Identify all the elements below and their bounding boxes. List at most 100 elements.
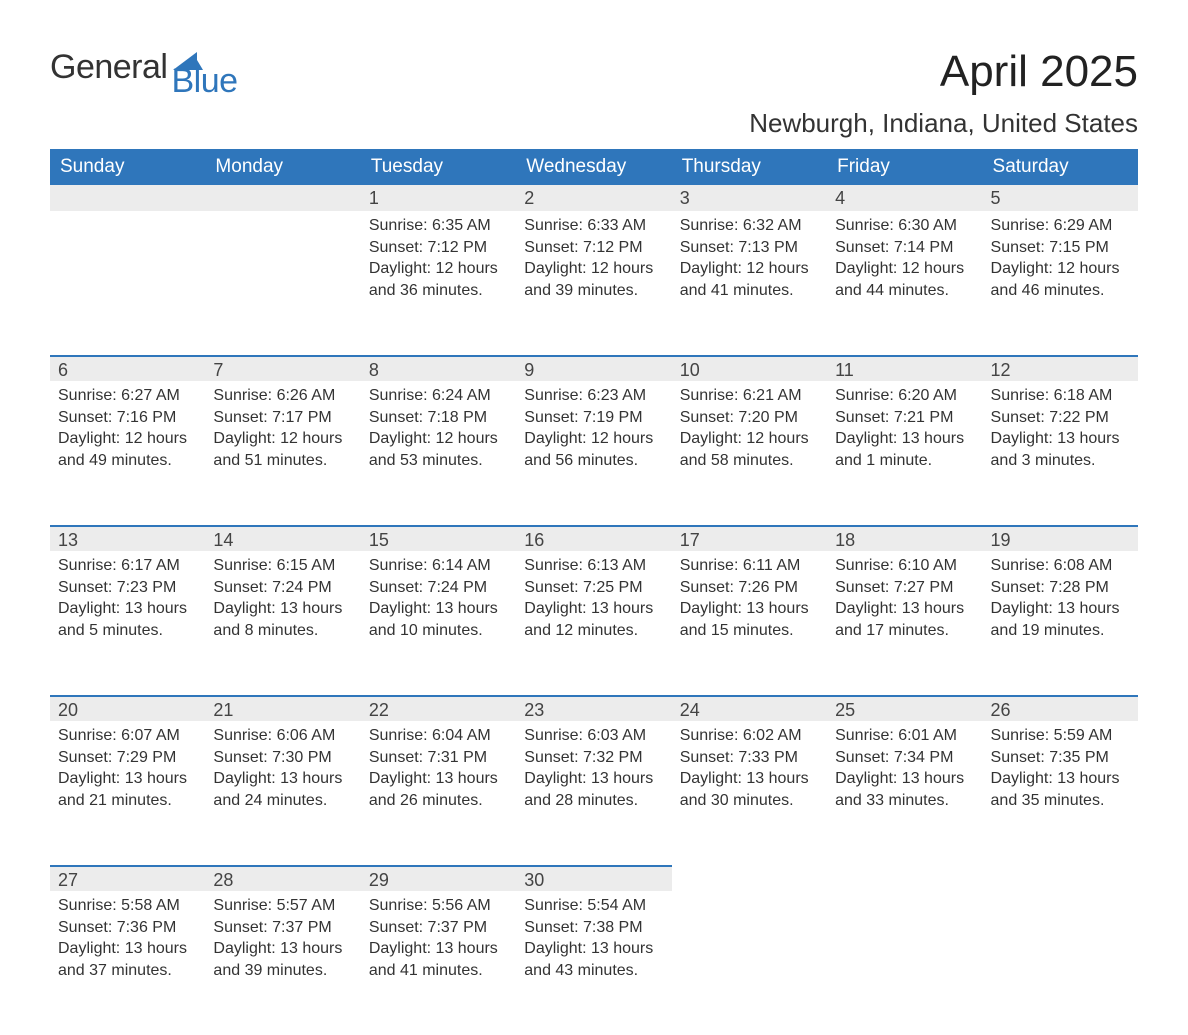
calendar-cell: Sunrise: 6:20 AMSunset: 7:21 PMDaylight:…	[827, 381, 982, 525]
day-number: 15	[361, 525, 516, 551]
day2-text: and 12 minutes.	[524, 620, 663, 642]
sunset-text: Sunset: 7:13 PM	[680, 237, 819, 259]
day-body: Sunrise: 6:07 AMSunset: 7:29 PMDaylight:…	[50, 721, 205, 825]
day-body: Sunrise: 6:10 AMSunset: 7:27 PMDaylight:…	[827, 551, 982, 655]
sunset-text: Sunset: 7:18 PM	[369, 407, 508, 429]
day-body: Sunrise: 6:24 AMSunset: 7:18 PMDaylight:…	[361, 381, 516, 485]
day1-text: Daylight: 13 hours	[58, 938, 197, 960]
calendar-cell: Sunrise: 6:35 AMSunset: 7:12 PMDaylight:…	[361, 211, 516, 355]
sunrise-text: Sunrise: 6:08 AM	[991, 555, 1130, 577]
col-monday: Monday	[205, 149, 360, 185]
sunrise-text: Sunrise: 5:58 AM	[58, 895, 197, 917]
sunrise-text: Sunrise: 6:27 AM	[58, 385, 197, 407]
day2-text: and 1 minute.	[835, 450, 974, 472]
calendar-cell: Sunrise: 6:10 AMSunset: 7:27 PMDaylight:…	[827, 551, 982, 695]
day1-text: Daylight: 12 hours	[835, 258, 974, 280]
day-body: Sunrise: 6:06 AMSunset: 7:30 PMDaylight:…	[205, 721, 360, 825]
day-number: 25	[827, 695, 982, 721]
sunrise-text: Sunrise: 5:57 AM	[213, 895, 352, 917]
sunset-text: Sunset: 7:28 PM	[991, 577, 1130, 599]
day2-text: and 58 minutes.	[680, 450, 819, 472]
page: General Blue April 2025 Newburgh, Indian…	[0, 0, 1188, 918]
sunset-text: Sunset: 7:23 PM	[58, 577, 197, 599]
day-number: 19	[983, 525, 1138, 551]
day-body: Sunrise: 6:03 AMSunset: 7:32 PMDaylight:…	[516, 721, 671, 825]
calendar-cell: Sunrise: 6:27 AMSunset: 7:16 PMDaylight:…	[50, 381, 205, 525]
day1-text: Daylight: 13 hours	[58, 598, 197, 620]
sunrise-text: Sunrise: 6:30 AM	[835, 215, 974, 237]
day-number: 1	[361, 185, 516, 211]
calendar-cell: Sunrise: 6:26 AMSunset: 7:17 PMDaylight:…	[205, 381, 360, 525]
day-body: Sunrise: 6:26 AMSunset: 7:17 PMDaylight:…	[205, 381, 360, 485]
day1-text: Daylight: 13 hours	[524, 768, 663, 790]
calendar-cell	[50, 211, 205, 355]
sunset-text: Sunset: 7:38 PM	[524, 917, 663, 939]
day-body: Sunrise: 6:23 AMSunset: 7:19 PMDaylight:…	[516, 381, 671, 485]
col-sunday: Sunday	[50, 149, 205, 185]
sunset-text: Sunset: 7:37 PM	[213, 917, 352, 939]
day2-text: and 5 minutes.	[58, 620, 197, 642]
day2-text: and 21 minutes.	[58, 790, 197, 812]
day2-text: and 41 minutes.	[369, 960, 508, 982]
day2-text: and 28 minutes.	[524, 790, 663, 812]
day2-text: and 3 minutes.	[991, 450, 1130, 472]
day-number: 7	[205, 355, 360, 381]
day-number: 9	[516, 355, 671, 381]
day1-text: Daylight: 13 hours	[991, 428, 1130, 450]
day2-text: and 33 minutes.	[835, 790, 974, 812]
calendar-cell	[205, 211, 360, 355]
sunrise-text: Sunrise: 6:29 AM	[991, 215, 1130, 237]
sunrise-text: Sunrise: 6:01 AM	[835, 725, 974, 747]
calendar-cell: Sunrise: 6:17 AMSunset: 7:23 PMDaylight:…	[50, 551, 205, 695]
day-number: 6	[50, 355, 205, 381]
day2-text: and 51 minutes.	[213, 450, 352, 472]
day-body: Sunrise: 6:35 AMSunset: 7:12 PMDaylight:…	[361, 211, 516, 315]
calendar-cell: Sunrise: 6:08 AMSunset: 7:28 PMDaylight:…	[983, 551, 1138, 695]
day2-text: and 10 minutes.	[369, 620, 508, 642]
calendar-cell: Sunrise: 5:59 AMSunset: 7:35 PMDaylight:…	[983, 721, 1138, 865]
day-number: 17	[672, 525, 827, 551]
sunset-text: Sunset: 7:20 PM	[680, 407, 819, 429]
logo: General Blue	[50, 50, 238, 97]
day-number: 21	[205, 695, 360, 721]
day1-text: Daylight: 12 hours	[991, 258, 1130, 280]
day-body: Sunrise: 6:11 AMSunset: 7:26 PMDaylight:…	[672, 551, 827, 655]
calendar-cell: Sunrise: 5:57 AMSunset: 7:37 PMDaylight:…	[205, 891, 360, 1035]
calendar-cell: Sunrise: 6:23 AMSunset: 7:19 PMDaylight:…	[516, 381, 671, 525]
sunrise-text: Sunrise: 6:14 AM	[369, 555, 508, 577]
day2-text: and 35 minutes.	[991, 790, 1130, 812]
sunset-text: Sunset: 7:14 PM	[835, 237, 974, 259]
sunset-text: Sunset: 7:32 PM	[524, 747, 663, 769]
day-number: 12	[983, 355, 1138, 381]
day1-text: Daylight: 13 hours	[58, 768, 197, 790]
calendar-cell: Sunrise: 6:18 AMSunset: 7:22 PMDaylight:…	[983, 381, 1138, 525]
day2-text: and 53 minutes.	[369, 450, 508, 472]
calendar-cell: Sunrise: 6:13 AMSunset: 7:25 PMDaylight:…	[516, 551, 671, 695]
sunset-text: Sunset: 7:30 PM	[213, 747, 352, 769]
col-saturday: Saturday	[983, 149, 1138, 185]
day1-text: Daylight: 12 hours	[524, 258, 663, 280]
day-number: 2	[516, 185, 671, 211]
sunrise-text: Sunrise: 5:56 AM	[369, 895, 508, 917]
title-block: April 2025 Newburgh, Indiana, United Sta…	[749, 50, 1138, 139]
sunset-text: Sunset: 7:34 PM	[835, 747, 974, 769]
calendar-head: Sunday Monday Tuesday Wednesday Thursday…	[50, 149, 1138, 185]
sunset-text: Sunset: 7:29 PM	[58, 747, 197, 769]
calendar-cell: Sunrise: 6:21 AMSunset: 7:20 PMDaylight:…	[672, 381, 827, 525]
day-body: Sunrise: 6:04 AMSunset: 7:31 PMDaylight:…	[361, 721, 516, 825]
day1-text: Daylight: 12 hours	[213, 428, 352, 450]
day-number: 8	[361, 355, 516, 381]
day-number: 28	[205, 865, 360, 891]
day-number: 10	[672, 355, 827, 381]
day-body: Sunrise: 6:21 AMSunset: 7:20 PMDaylight:…	[672, 381, 827, 485]
day2-text: and 49 minutes.	[58, 450, 197, 472]
day1-text: Daylight: 12 hours	[369, 258, 508, 280]
day-body: Sunrise: 6:32 AMSunset: 7:13 PMDaylight:…	[672, 211, 827, 315]
col-wednesday: Wednesday	[516, 149, 671, 185]
day1-text: Daylight: 13 hours	[369, 938, 508, 960]
day-number: 26	[983, 695, 1138, 721]
sunset-text: Sunset: 7:12 PM	[369, 237, 508, 259]
sunset-text: Sunset: 7:33 PM	[680, 747, 819, 769]
day-number: 5	[983, 185, 1138, 211]
day2-text: and 46 minutes.	[991, 280, 1130, 302]
